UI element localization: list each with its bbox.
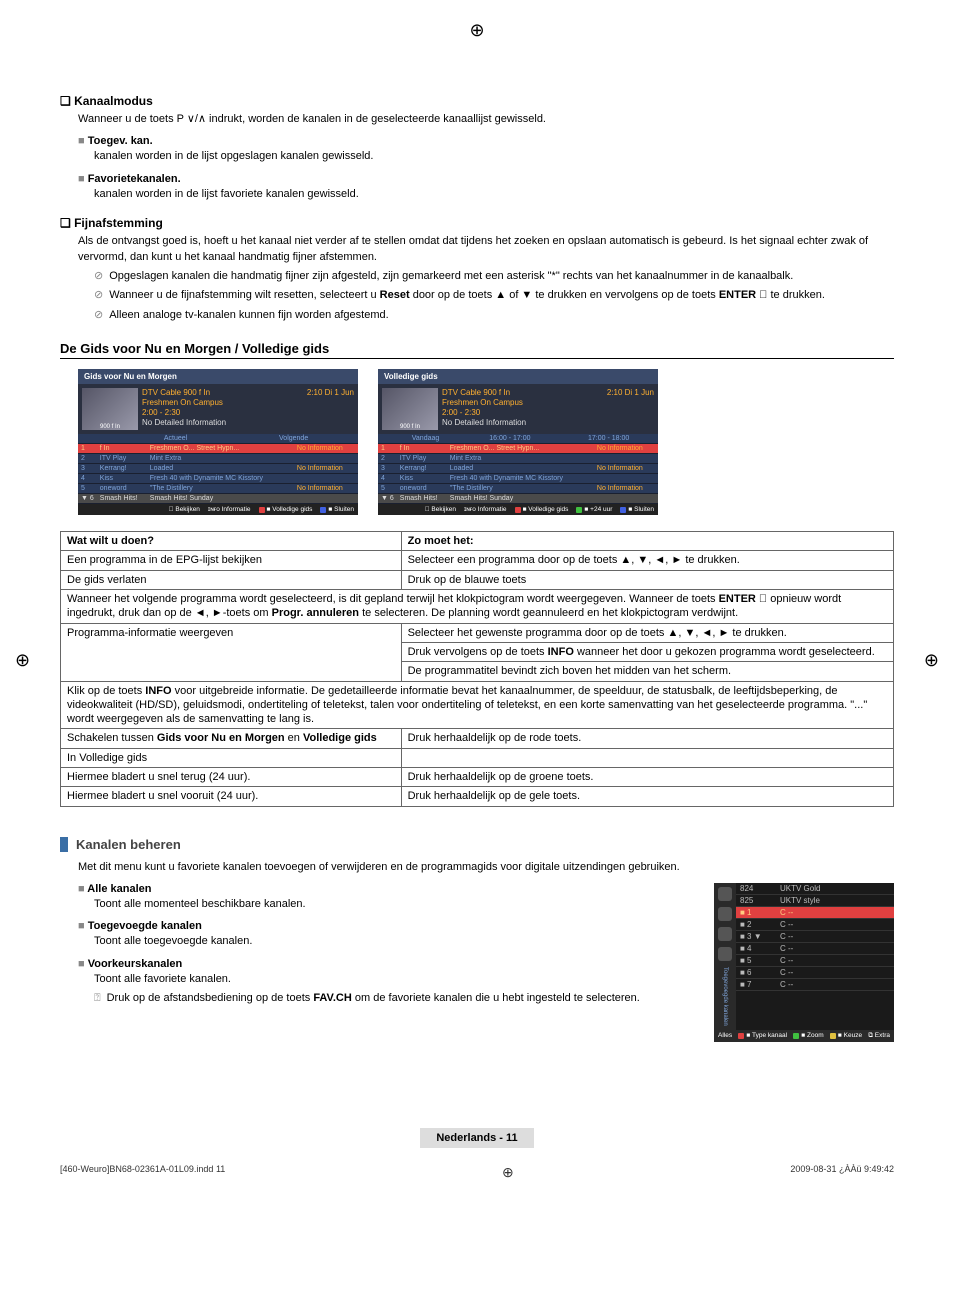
fav-title: Favorietekanalen. (78, 173, 894, 185)
r8a: Hiermee bladert u snel terug (24 uur). (61, 767, 402, 786)
cp-side: Toegevoegde kanalen (714, 883, 736, 1030)
gp1-title: Gids voor Nu en Morgen (78, 369, 358, 384)
guide-panel-now-next: Gids voor Nu en Morgen 900 f In 2:10 Di … (78, 369, 358, 515)
r4a: Programma-informatie weergeven (61, 623, 402, 681)
page-footer: Nederlands - 11 (60, 1132, 894, 1144)
fijn-note-1: Opgeslagen kanalen die handmatig fijner … (94, 269, 894, 284)
instruction-table: Wat wilt u doen?Zo moet het: Een program… (60, 531, 894, 806)
gp1-footer: 󰿄 Bekijken ɪɴғᴏ Informatie ■ Volledige g… (78, 504, 358, 515)
registration-mark: ⊕ (469, 20, 484, 41)
r5: Klik op de toets INFO voor uitgebreide i… (61, 681, 894, 729)
r8b: Druk herhaaldelijk op de groene toets. (401, 767, 893, 786)
r6a: Schakelen tussen Gids voor Nu en Morgen … (61, 729, 402, 748)
r2b: Druk op de blauwe toets (401, 570, 893, 589)
kanaalmodus-title: Kanaalmodus (60, 94, 894, 108)
gp2-title: Volledige gids (378, 369, 658, 384)
fijn-note-3: Alleen analoge tv-kanalen kunnen fijn wo… (94, 308, 894, 323)
fijn-body: Als de ontvangst goed is, hoeft u het ka… (78, 234, 894, 265)
guide-panel-full: Volledige gids 900 f In 2:10 Di 1 Jun DT… (378, 369, 658, 515)
r6b: Druk herhaaldelijk op de rode toets. (401, 729, 893, 748)
gp2-footer: 󰿄 Bekijken ɪɴғᴏ Informatie ■ Volledige g… (378, 504, 658, 515)
th1: Wat wilt u doen? (61, 532, 402, 551)
r2a: De gids verlaten (61, 570, 402, 589)
th2: Zo moet het: (401, 532, 893, 551)
fijn-title: Fijnafstemming (60, 216, 894, 230)
clock-icon (718, 947, 732, 961)
toegev-body: kanalen worden in de lijst opgeslagen ka… (94, 149, 894, 164)
guide-panels: Gids voor Nu en Morgen 900 f In 2:10 Di … (78, 369, 894, 515)
r4b2: Druk vervolgens op de toets INFO wanneer… (401, 642, 893, 661)
r7b (401, 748, 893, 767)
registration-mark-left: ⊕ (15, 650, 30, 671)
fav-body: kanalen worden in de lijst favoriete kan… (94, 187, 894, 202)
cp-list: 824UKTV Gold825UKTV style■ 1C --■ 2C --■… (736, 883, 894, 1030)
gids-heading: De Gids voor Nu en Morgen / Volledige gi… (60, 341, 894, 359)
antenna-icon (718, 887, 732, 901)
beheren-intro: Met dit menu kunt u favoriete kanalen to… (78, 860, 894, 875)
r4b1: Selecteer het gewenste programma door op… (401, 623, 893, 642)
r7a: In Volledige gids (61, 748, 402, 767)
gp1-info: 2:10 Di 1 Jun DTV Cable 900 f In Freshme… (142, 388, 354, 430)
r1b: Selecteer een programma door op de toets… (401, 551, 893, 570)
kanaalmodus-intro: Wanneer u de toets P ∨/∧ indrukt, worden… (78, 112, 894, 127)
heart-icon (718, 927, 732, 941)
list-icon (718, 907, 732, 921)
r3: Wanneer het volgende programma wordt ges… (61, 590, 894, 624)
cp-footer: Alles ■ Type kanaal ■ Zoom ■ Keuze ⧉ Ext… (714, 1030, 894, 1042)
voor-note: Druk op de afstandsbediening op de toets… (94, 991, 704, 1006)
r9b: Druk herhaaldelijk op de gele toets. (401, 787, 893, 806)
gp2-info: 2:10 Di 1 Jun DTV Cable 900 f In Freshme… (442, 388, 654, 430)
beheren-title: Kanalen beheren (60, 837, 894, 852)
toegev-title: Toegev. kan. (78, 135, 894, 147)
fijn-note-2: Wanneer u de fijnafstemming wilt resette… (94, 288, 894, 303)
gp1-thumb: 900 f In (82, 388, 138, 430)
r1a: Een programma in de EPG-lijst bekijken (61, 551, 402, 570)
channel-panel: Toegevoegde kanalen 824UKTV Gold825UKTV … (714, 883, 894, 1042)
gp2-thumb: 900 f In (382, 388, 438, 430)
bottom-line: [460-Weuro]BN68-02361A-01L09.indd 11 ⊕ 2… (60, 1164, 894, 1181)
gp1-table: ActueelVolgende (78, 434, 358, 444)
r4b3: De programmatitel bevindt zich boven het… (401, 662, 893, 681)
registration-mark-right: ⊕ (924, 650, 939, 671)
r9a: Hiermee bladert u snel vooruit (24 uur). (61, 787, 402, 806)
gp2-table: Vandaag16:00 - 17:0017:00 - 18:00 (378, 434, 658, 444)
